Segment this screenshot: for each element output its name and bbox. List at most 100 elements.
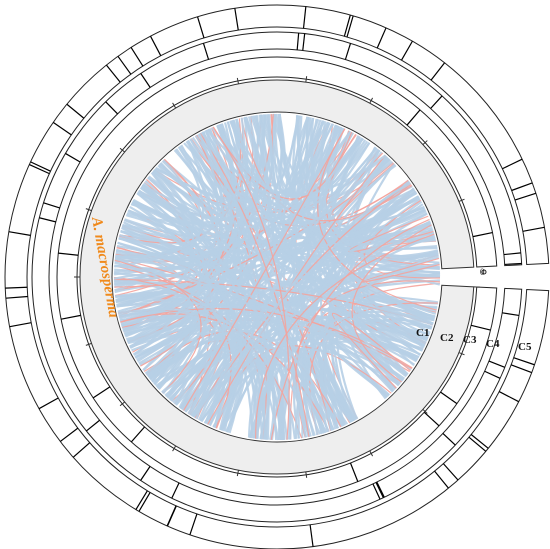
- scale-tick: [369, 97, 374, 104]
- link: [331, 312, 411, 389]
- feature-tick: [149, 35, 162, 56]
- feature-tick: [140, 466, 151, 481]
- link: [324, 333, 424, 422]
- feature-tick: [470, 324, 491, 331]
- scale-tick: [369, 450, 374, 457]
- feature-tick: [5, 295, 28, 299]
- link: [229, 120, 441, 275]
- feature-tick: [522, 226, 545, 232]
- feature-tick: [442, 463, 459, 481]
- link: [129, 206, 212, 356]
- link: [114, 264, 396, 391]
- feature-tick: [60, 314, 81, 320]
- feature-tick: [498, 391, 520, 403]
- track-label: C3: [463, 334, 477, 346]
- feature-tick: [52, 121, 72, 136]
- link: [220, 123, 387, 196]
- link: [199, 132, 310, 437]
- feature-tick: [296, 32, 300, 50]
- link: [317, 128, 437, 311]
- link: [115, 257, 413, 370]
- feature-tick: [166, 505, 177, 527]
- feature-tick: [30, 161, 51, 172]
- feature-tick: [302, 6, 307, 29]
- feature-tick: [8, 231, 31, 236]
- feature-tick: [502, 312, 520, 317]
- feature-tick: [202, 43, 210, 60]
- feature-tick: [302, 33, 306, 51]
- scale-tick: [172, 102, 177, 109]
- link: [336, 160, 425, 228]
- feature-tick: [59, 427, 79, 442]
- feature-tick: [488, 360, 505, 368]
- feature-tick: [423, 411, 440, 427]
- scale-tick: [85, 342, 92, 346]
- link: [247, 266, 440, 438]
- scale-tick: [119, 401, 126, 407]
- link: [115, 299, 225, 394]
- feature-tick: [130, 47, 144, 67]
- feature-tick: [92, 386, 111, 399]
- feature-tick: [372, 483, 381, 500]
- feature-tick: [430, 62, 446, 81]
- scale-tick: [458, 198, 465, 202]
- feature-tick: [29, 163, 50, 175]
- track-ring: [31, 31, 523, 523]
- link: [164, 346, 329, 433]
- feature-tick: [140, 73, 151, 88]
- feature-tick: [513, 357, 535, 366]
- link: [127, 113, 283, 343]
- link: [115, 160, 204, 259]
- link: [280, 351, 354, 441]
- feature-tick: [343, 14, 351, 37]
- feature-tick: [406, 109, 421, 126]
- link: [189, 138, 427, 235]
- feature-tick: [440, 391, 458, 405]
- link: [120, 230, 334, 431]
- link: [153, 169, 266, 440]
- track-label: C1: [416, 327, 429, 339]
- link: [114, 117, 246, 268]
- link: [144, 275, 441, 375]
- feature-tick: [189, 513, 198, 535]
- links: [113, 113, 441, 441]
- scale-tick: [236, 470, 239, 477]
- link: [140, 140, 224, 226]
- link: [199, 313, 433, 422]
- scale-tick: [119, 147, 126, 153]
- feature-tick: [138, 492, 151, 512]
- scale-tick: [305, 76, 308, 83]
- link: [116, 189, 192, 308]
- feature-tick: [470, 434, 489, 449]
- scale-tick: [422, 409, 428, 414]
- link: [127, 209, 436, 247]
- link: [212, 126, 290, 440]
- scale-tick: [458, 352, 465, 356]
- scale-tick: [172, 445, 177, 452]
- link: [133, 133, 219, 356]
- feature-tick: [472, 231, 493, 238]
- feature-tick: [72, 442, 91, 458]
- feature-tick: [171, 482, 180, 499]
- feature-tick: [484, 370, 501, 379]
- feature-tick: [400, 40, 413, 61]
- link: [157, 326, 217, 420]
- feature-tick: [65, 152, 81, 163]
- link: [207, 154, 386, 425]
- feature-tick: [503, 252, 521, 256]
- link: [220, 182, 411, 431]
- link: [121, 116, 259, 328]
- feature-tick: [105, 101, 119, 115]
- feature-tick: [105, 64, 121, 83]
- feature-tick: [43, 202, 60, 209]
- scale-tick: [422, 140, 428, 145]
- feature-tick: [344, 43, 352, 60]
- link: [245, 116, 287, 441]
- track-label: C2: [440, 332, 454, 344]
- feature-tick: [468, 436, 487, 452]
- link: [362, 257, 440, 283]
- feature-tick: [376, 481, 385, 498]
- feature-tick: [5, 286, 28, 289]
- feature-tick: [346, 15, 354, 38]
